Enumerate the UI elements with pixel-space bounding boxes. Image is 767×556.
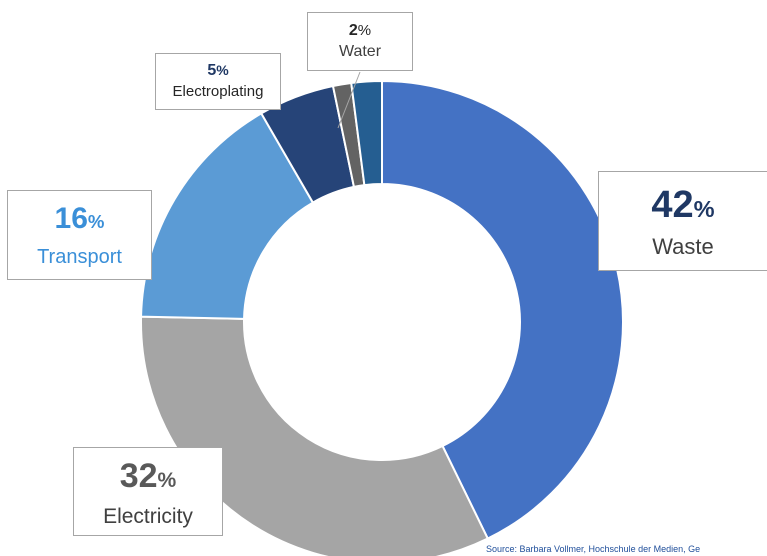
callout-waste-value: 42% xyxy=(651,184,715,226)
callout-transport-value: 16% xyxy=(54,202,105,235)
slice-electricity xyxy=(140,315,490,556)
callout-electricity-value: 32% xyxy=(119,457,177,495)
water-leader-line xyxy=(337,71,361,129)
callout-water-value: 2% xyxy=(348,22,372,39)
callout-transport-label: Transport xyxy=(37,246,122,268)
callout-waste: 42% Waste xyxy=(598,171,767,271)
slice-water xyxy=(350,79,383,187)
slice-transport xyxy=(140,112,315,320)
callout-electricity-label: Electricity xyxy=(103,505,193,528)
source-note: Source: Barbara Vollmer, Hochschule der … xyxy=(486,544,701,554)
callout-electroplating: 5% Electroplating xyxy=(155,53,281,110)
callout-waste-label: Waste xyxy=(652,234,714,259)
callout-water-label: Water xyxy=(338,43,382,60)
callout-water: 2% Water xyxy=(307,12,413,71)
callout-electroplating-value: 5% xyxy=(207,62,229,79)
callout-transport: 16% Transport xyxy=(7,190,152,280)
callout-electroplating-label: Electroplating xyxy=(172,83,264,100)
callout-electricity: 32% Electricity xyxy=(73,447,223,536)
slice-waste xyxy=(381,79,624,540)
